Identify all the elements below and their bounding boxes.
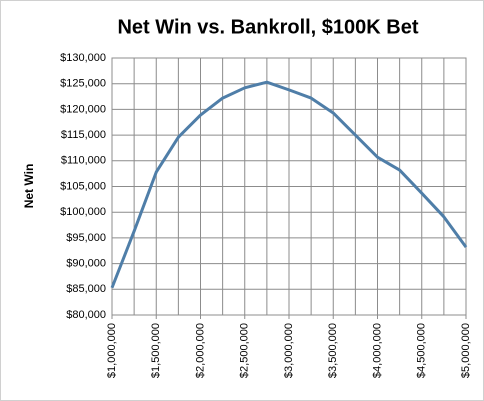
y-tick-label: $85,000 — [66, 283, 106, 295]
y-tick-label: $130,000 — [60, 52, 106, 64]
y-tick-label: $110,000 — [61, 155, 106, 167]
x-tick-label: $1,500,000 — [150, 323, 162, 378]
x-tick-label: $1,000,000 — [106, 323, 118, 378]
y-tick-label: $80,000 — [66, 309, 106, 321]
x-tick-label: $4,000,000 — [371, 323, 383, 378]
x-tick-label: $5,000,000 — [460, 323, 472, 378]
y-tick-label: $100,000 — [60, 206, 106, 218]
y-axis-label: Net Win — [22, 164, 36, 209]
x-tick-label: $2,500,000 — [239, 323, 251, 378]
x-tick-label: $2,000,000 — [194, 323, 206, 378]
y-tick-label: $125,000 — [60, 78, 106, 90]
y-tick-label: $120,000 — [60, 103, 106, 115]
y-tick-label: $105,000 — [60, 180, 106, 192]
x-tick-label: $3,500,000 — [327, 323, 339, 378]
y-tick-label: $95,000 — [66, 232, 106, 244]
x-tick-label: $4,500,000 — [416, 323, 428, 378]
chart-title: Net Win vs. Bankroll, $100K Bet — [117, 16, 418, 38]
series-line — [110, 80, 468, 289]
x-tick-label: $3,000,000 — [283, 323, 295, 378]
y-tick-label: $115,000 — [61, 129, 106, 141]
plot-frame — [111, 57, 467, 316]
y-tick-label: $90,000 — [66, 258, 106, 270]
